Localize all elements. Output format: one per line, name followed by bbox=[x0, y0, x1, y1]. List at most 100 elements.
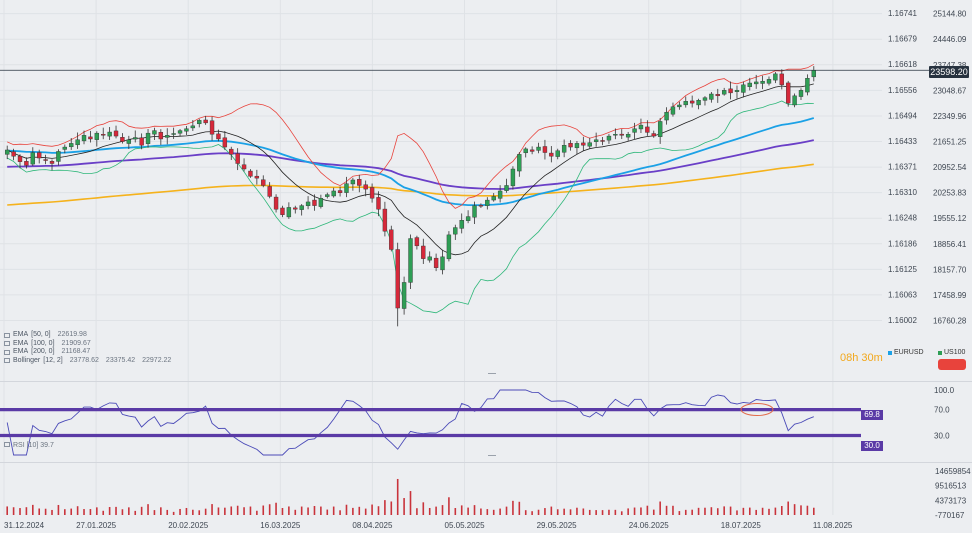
candle[interactable] bbox=[101, 134, 106, 136]
candle[interactable] bbox=[472, 205, 477, 218]
candle[interactable] bbox=[222, 137, 228, 148]
candle[interactable] bbox=[657, 121, 663, 137]
candle[interactable] bbox=[37, 152, 42, 159]
candle[interactable] bbox=[229, 148, 234, 155]
candle[interactable] bbox=[43, 159, 48, 161]
candle[interactable] bbox=[581, 142, 586, 146]
candle[interactable] bbox=[805, 78, 810, 93]
candle[interactable] bbox=[811, 70, 816, 78]
legend-ema-50[interactable]: EMA [50, 0] 22619.98 bbox=[4, 331, 171, 340]
candle[interactable] bbox=[344, 183, 349, 193]
candle[interactable] bbox=[81, 135, 87, 142]
candle[interactable] bbox=[747, 82, 752, 87]
candle[interactable] bbox=[587, 142, 592, 147]
candle[interactable] bbox=[485, 199, 490, 206]
candle[interactable] bbox=[75, 139, 80, 146]
candle[interactable] bbox=[529, 149, 535, 152]
candle[interactable] bbox=[741, 84, 746, 93]
legend-ema-200[interactable]: EMA [200, 0] 21168.47 bbox=[4, 348, 171, 357]
candle[interactable] bbox=[248, 170, 253, 177]
candle[interactable] bbox=[677, 104, 682, 108]
panel-divider-main[interactable] bbox=[0, 381, 972, 382]
candle[interactable] bbox=[325, 194, 330, 197]
candle[interactable] bbox=[709, 93, 714, 100]
candle[interactable] bbox=[88, 136, 93, 140]
candle[interactable] bbox=[267, 186, 272, 197]
candle[interactable] bbox=[689, 100, 695, 104]
candle[interactable] bbox=[337, 190, 343, 193]
candle[interactable] bbox=[395, 249, 400, 309]
candle[interactable] bbox=[280, 207, 285, 215]
candle[interactable] bbox=[766, 79, 772, 84]
main-symbol-tag[interactable]: US100 bbox=[938, 349, 965, 356]
candle[interactable] bbox=[216, 133, 221, 140]
resize-handle[interactable] bbox=[488, 455, 496, 456]
candle[interactable] bbox=[786, 82, 791, 104]
candle[interactable] bbox=[440, 256, 445, 271]
candle[interactable] bbox=[721, 90, 727, 95]
candle[interactable] bbox=[49, 161, 55, 164]
candle[interactable] bbox=[754, 81, 759, 85]
candle[interactable] bbox=[145, 132, 151, 144]
candle[interactable] bbox=[158, 131, 164, 140]
candle[interactable] bbox=[56, 151, 61, 162]
candle[interactable] bbox=[792, 95, 797, 106]
candle[interactable] bbox=[184, 128, 189, 132]
candle[interactable] bbox=[465, 216, 471, 221]
candle[interactable] bbox=[376, 197, 381, 210]
candle[interactable] bbox=[728, 88, 733, 94]
candle[interactable] bbox=[401, 282, 407, 309]
settings-icon[interactable] bbox=[4, 349, 10, 355]
candle[interactable] bbox=[702, 97, 708, 101]
candle[interactable] bbox=[139, 137, 144, 146]
candle[interactable] bbox=[555, 150, 560, 157]
candle[interactable] bbox=[645, 126, 650, 133]
panel-divider-rsi[interactable] bbox=[0, 462, 972, 463]
candle[interactable] bbox=[30, 152, 35, 165]
legend-bollinger[interactable]: Bollinger [12, 2] 23778.62 23375.42 22972.22 bbox=[4, 357, 171, 366]
candle[interactable] bbox=[798, 90, 804, 97]
candle[interactable] bbox=[408, 238, 413, 283]
candle[interactable] bbox=[619, 133, 624, 136]
candle[interactable] bbox=[5, 149, 10, 155]
candle[interactable] bbox=[427, 256, 432, 261]
candle[interactable] bbox=[113, 130, 119, 137]
candle[interactable] bbox=[350, 179, 356, 185]
candle[interactable] bbox=[696, 100, 701, 106]
candle[interactable] bbox=[632, 128, 637, 133]
candle[interactable] bbox=[382, 208, 388, 232]
candle[interactable] bbox=[177, 130, 183, 134]
candle[interactable] bbox=[389, 229, 394, 250]
symbol-color-button[interactable] bbox=[938, 359, 966, 370]
candle[interactable] bbox=[446, 234, 452, 260]
candle[interactable] bbox=[773, 73, 778, 81]
candle[interactable] bbox=[625, 134, 631, 138]
candle[interactable] bbox=[651, 133, 656, 137]
candle[interactable] bbox=[11, 151, 16, 157]
candle[interactable] bbox=[357, 179, 362, 186]
candle[interactable] bbox=[94, 132, 100, 140]
legend-ema-100[interactable]: EMA [100, 0] 21909.67 bbox=[4, 340, 171, 349]
candle[interactable] bbox=[433, 257, 439, 268]
candle[interactable] bbox=[17, 155, 23, 162]
candle[interactable] bbox=[664, 112, 669, 121]
candle[interactable] bbox=[760, 80, 765, 84]
candle[interactable] bbox=[459, 220, 464, 229]
settings-icon[interactable] bbox=[4, 332, 10, 338]
candle[interactable] bbox=[69, 143, 74, 148]
candle[interactable] bbox=[165, 135, 170, 138]
candle[interactable] bbox=[318, 198, 324, 207]
candle[interactable] bbox=[549, 152, 554, 157]
candle[interactable] bbox=[107, 131, 112, 137]
candle[interactable] bbox=[369, 187, 375, 199]
candle[interactable] bbox=[613, 134, 618, 136]
settings-icon[interactable] bbox=[4, 341, 10, 347]
candle[interactable] bbox=[504, 185, 509, 191]
candle[interactable] bbox=[363, 184, 368, 190]
settings-icon[interactable] bbox=[4, 358, 10, 364]
resize-handle[interactable] bbox=[488, 373, 496, 374]
candle[interactable] bbox=[241, 164, 247, 170]
candle[interactable] bbox=[491, 196, 496, 201]
